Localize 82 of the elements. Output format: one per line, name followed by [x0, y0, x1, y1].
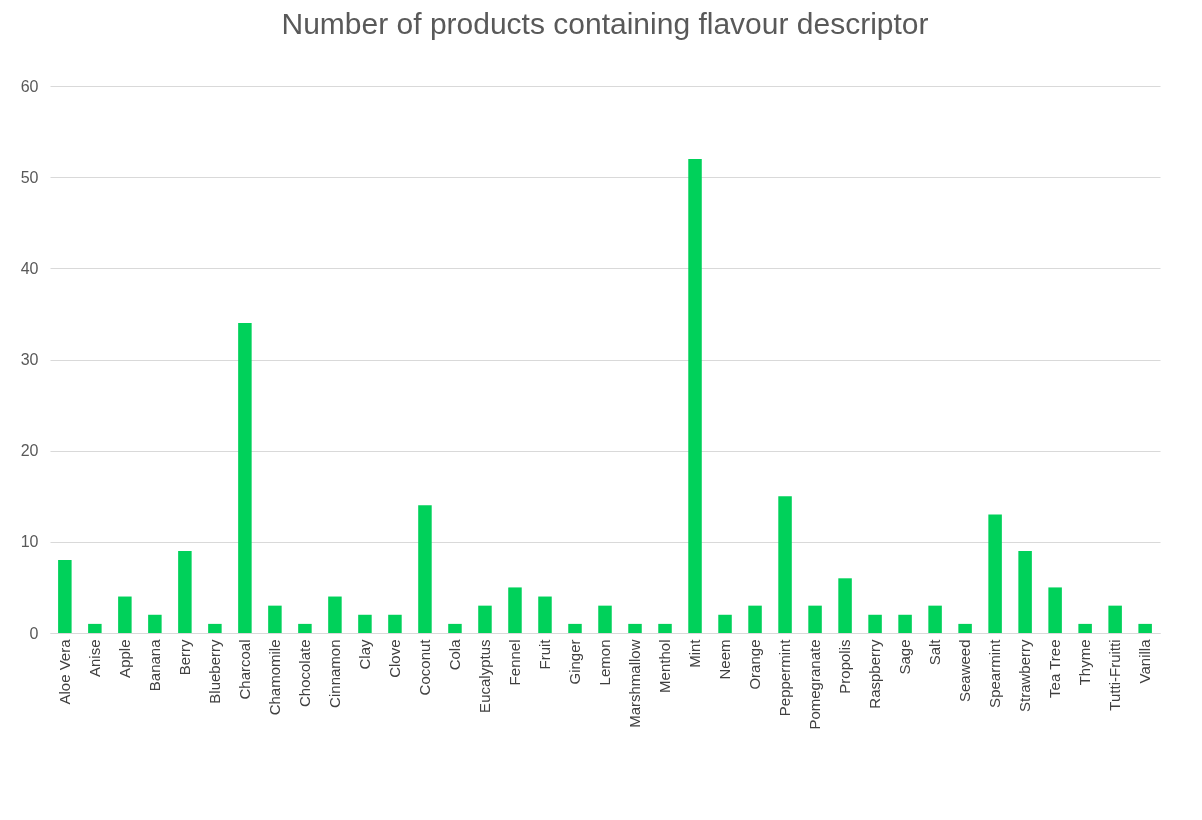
y-tick-label: 10 [20, 533, 39, 551]
x-tick-label: Aloe Vera [55, 638, 73, 705]
x-tick-label: Blueberry [205, 639, 223, 704]
x-tick-label: Raspberry [866, 639, 884, 709]
x-tick-label: Orange [746, 639, 764, 690]
x-tick-label: Charcoal [235, 639, 253, 700]
bar [898, 614, 912, 633]
x-tick-label: Salt [926, 638, 944, 666]
x-tick-label: Clay [355, 639, 373, 670]
x-tick-label: Propolis [836, 639, 854, 694]
bar [478, 605, 492, 633]
bar [718, 614, 732, 633]
bar [178, 550, 192, 633]
x-tick-label: Spearmint [986, 638, 1004, 708]
x-tick-label: Cola [445, 638, 463, 671]
bar [1048, 587, 1062, 633]
x-tick-label: Eucalyptus [475, 639, 493, 713]
y-tick-label: 60 [20, 77, 39, 95]
bar [508, 587, 522, 633]
bar [808, 605, 822, 633]
bar [88, 623, 102, 633]
bar [688, 158, 702, 633]
x-tick-label: Fruit [535, 638, 553, 670]
x-tick-label: Ginger [565, 639, 583, 685]
bar [208, 623, 222, 633]
bar [628, 623, 642, 633]
x-tick-label: Menthol [656, 639, 674, 693]
bar [358, 614, 372, 633]
bar [838, 578, 852, 633]
x-tick-label: Anise [85, 639, 103, 678]
bar [1078, 623, 1092, 633]
y-tick-label: 20 [20, 442, 39, 460]
x-tick-label: Lemon [596, 639, 613, 686]
chart-title: Number of products containing flavour descriptor [281, 7, 929, 40]
x-tick-label: Banana [145, 638, 163, 692]
bar [148, 614, 162, 633]
x-tick-label: Sage [896, 639, 914, 675]
x-tick-label: Pomegranate [806, 639, 824, 730]
bar [58, 560, 72, 633]
bar [418, 505, 432, 633]
x-tick-label: Marshmallow [626, 639, 644, 728]
x-tick-label: Berry [175, 639, 193, 676]
x-tick-label: Strawberry [1016, 639, 1034, 713]
x-tick-label: Tea Tree [1046, 639, 1064, 698]
x-tick-label: Chocolate [295, 639, 313, 708]
bar [958, 623, 972, 633]
y-tick-label: 0 [29, 624, 39, 642]
x-tick-label: Vanilla [1136, 638, 1154, 684]
x-tick-label: Seaweed [956, 639, 974, 703]
bar [238, 323, 252, 633]
x-tick-label: Peppermint [776, 638, 794, 717]
x-tick-label: Clove [385, 639, 403, 678]
bar [298, 623, 312, 633]
x-tick-label: Chamomile [265, 639, 283, 716]
bar [568, 623, 582, 633]
x-tick-label: Mint [686, 638, 704, 668]
bar [448, 623, 462, 633]
x-tick-label: Thyme [1076, 639, 1094, 686]
x-tick-label: Coconut [415, 638, 433, 696]
y-tick-label: 40 [20, 259, 39, 277]
bar [118, 596, 132, 633]
x-tick-label: Fennel [505, 639, 523, 686]
bar [658, 623, 672, 633]
bar [778, 496, 792, 633]
x-tick-label: Apple [115, 639, 133, 678]
x-tick-label: Neem [716, 639, 734, 680]
y-tick-label: 50 [20, 168, 39, 186]
x-tick-label: Cinnamon [325, 639, 343, 708]
bar [1108, 605, 1122, 633]
bar [1138, 623, 1152, 633]
bar [328, 596, 342, 633]
bar [868, 614, 882, 633]
x-tick-label: Tutti-Fruitti [1106, 639, 1124, 711]
bar [748, 605, 762, 633]
bar [928, 605, 942, 633]
bar [1018, 550, 1032, 633]
bar [268, 605, 282, 633]
bar [538, 596, 552, 633]
bar [388, 614, 402, 633]
bar [988, 514, 1002, 633]
bar [598, 605, 612, 633]
y-tick-label: 30 [20, 351, 39, 368]
